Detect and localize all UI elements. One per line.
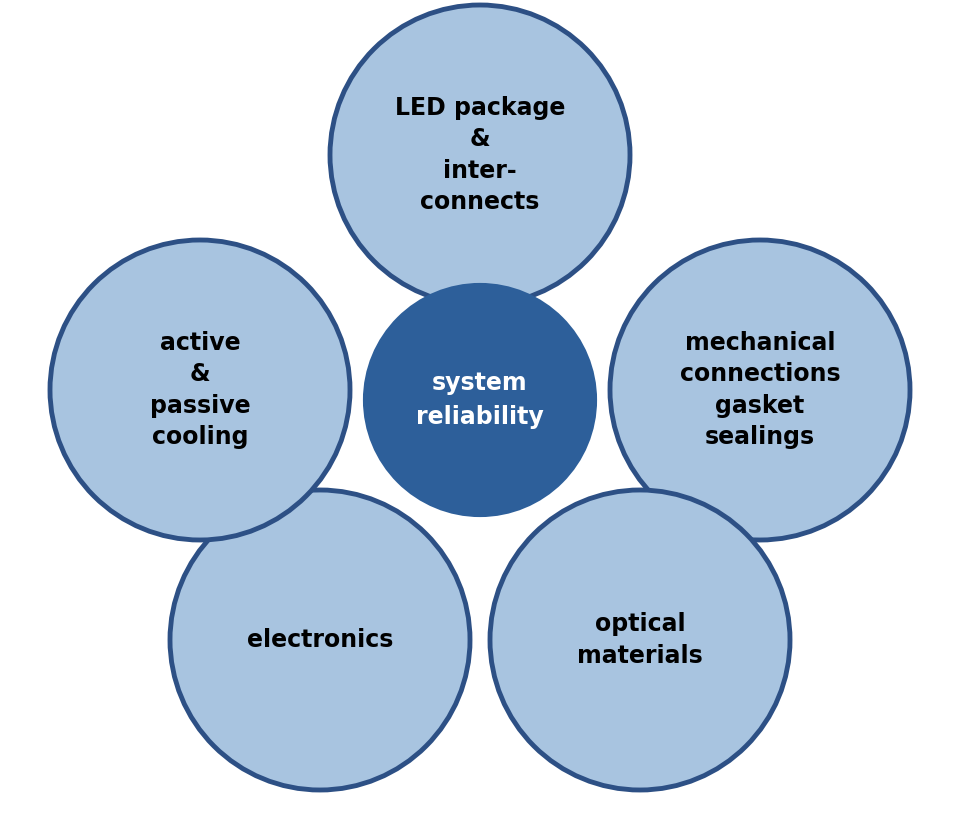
- Text: optical
materials: optical materials: [577, 612, 703, 668]
- Text: LED package
&
inter-
connects: LED package & inter- connects: [395, 96, 565, 215]
- Circle shape: [490, 490, 790, 790]
- Circle shape: [610, 240, 910, 540]
- Text: active
&
passive
cooling: active & passive cooling: [150, 330, 251, 449]
- Text: electronics: electronics: [247, 628, 394, 652]
- Text: system
reliability: system reliability: [416, 371, 544, 428]
- Text: mechanical
connections
gasket
sealings: mechanical connections gasket sealings: [680, 330, 840, 449]
- Circle shape: [50, 240, 350, 540]
- Circle shape: [170, 490, 470, 790]
- Circle shape: [330, 5, 630, 305]
- Circle shape: [365, 285, 595, 515]
